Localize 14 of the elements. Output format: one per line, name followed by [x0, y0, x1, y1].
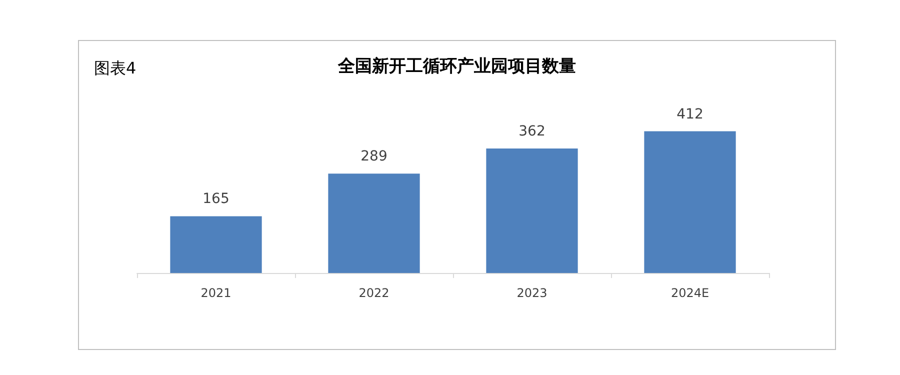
x-tick-label: 2023: [516, 286, 548, 300]
x-tick-label: 2021: [200, 286, 232, 300]
bar: [170, 216, 262, 273]
data-label: 362: [518, 123, 546, 140]
bar: [644, 131, 736, 273]
bar: [328, 174, 420, 273]
x-tick-label: 2022: [358, 286, 390, 300]
bar: [486, 148, 578, 273]
data-label: 289: [360, 148, 388, 165]
data-label: 165: [202, 191, 230, 208]
chart-title: 全国新开工循环产业园项目数量: [337, 56, 576, 76]
text: 图表4: [94, 58, 136, 78]
x-tick-label: 2024E: [670, 286, 710, 300]
data-label: 412: [676, 106, 704, 122]
